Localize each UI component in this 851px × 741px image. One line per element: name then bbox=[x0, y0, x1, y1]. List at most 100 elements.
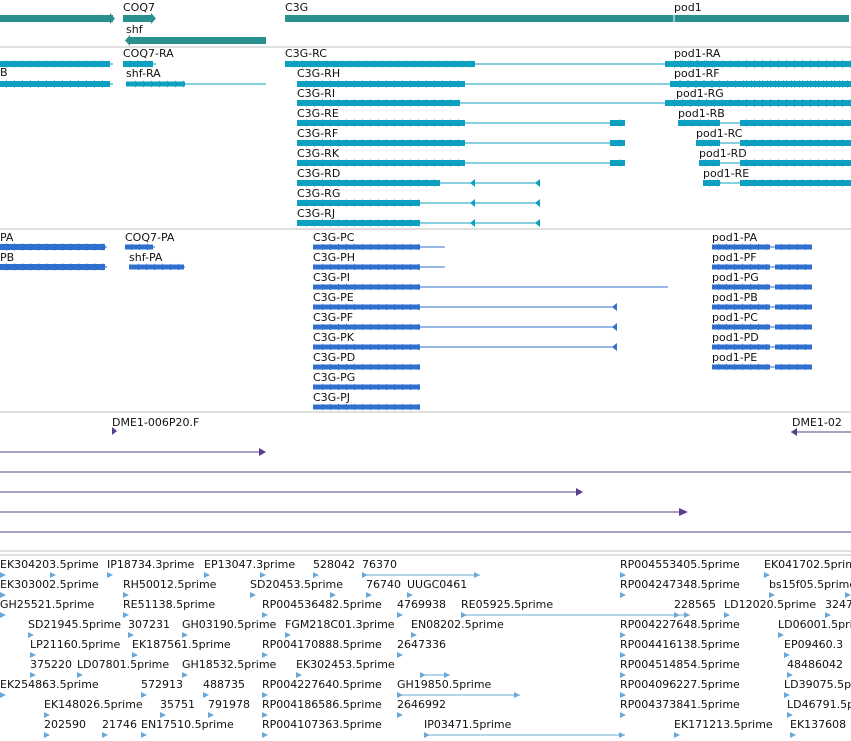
transcript-feature[interactable] bbox=[676, 99, 851, 107]
est-feature[interactable] bbox=[182, 672, 188, 678]
protein-feature[interactable] bbox=[712, 323, 812, 331]
transcript-marker[interactable] bbox=[535, 199, 540, 207]
est-feature[interactable] bbox=[44, 712, 50, 718]
est-feature[interactable] bbox=[620, 632, 626, 638]
transcript-feature[interactable] bbox=[123, 60, 156, 68]
est-feature[interactable] bbox=[0, 692, 6, 698]
est-feature[interactable] bbox=[107, 572, 113, 578]
protein-feature[interactable] bbox=[313, 303, 617, 311]
protein-feature[interactable] bbox=[129, 263, 185, 271]
est-feature[interactable] bbox=[724, 612, 730, 618]
transcript-feature[interactable] bbox=[674, 80, 851, 88]
est-feature[interactable] bbox=[397, 712, 403, 718]
est-feature[interactable] bbox=[50, 572, 56, 578]
transcript-feature[interactable] bbox=[126, 80, 266, 88]
est-feature[interactable] bbox=[141, 732, 147, 738]
protein-feature[interactable] bbox=[0, 243, 107, 251]
transcript-marker[interactable] bbox=[535, 219, 540, 227]
gene-feature[interactable] bbox=[0, 15, 113, 22]
protein-marker[interactable] bbox=[612, 303, 617, 311]
transcript-feature[interactable] bbox=[297, 179, 540, 187]
protein-feature[interactable] bbox=[313, 323, 617, 331]
est-feature[interactable] bbox=[778, 632, 784, 638]
transcript-feature[interactable] bbox=[696, 139, 851, 147]
protein-feature[interactable] bbox=[313, 283, 668, 291]
est-feature[interactable] bbox=[285, 632, 291, 638]
protein-feature[interactable] bbox=[712, 243, 812, 251]
protein-marker[interactable] bbox=[612, 343, 617, 351]
est-feature[interactable] bbox=[30, 652, 36, 658]
est-feature[interactable] bbox=[420, 672, 450, 678]
est-feature[interactable] bbox=[787, 712, 793, 718]
est-feature[interactable] bbox=[260, 572, 266, 578]
est-feature[interactable] bbox=[620, 592, 626, 598]
est-feature[interactable] bbox=[44, 732, 50, 738]
protein-feature[interactable] bbox=[313, 383, 420, 391]
est-feature[interactable] bbox=[764, 572, 770, 578]
est-feature[interactable] bbox=[411, 632, 417, 638]
gene-feature[interactable] bbox=[128, 37, 266, 44]
protein-feature[interactable] bbox=[313, 343, 617, 351]
est-feature[interactable] bbox=[461, 612, 690, 618]
est-feature[interactable] bbox=[784, 652, 790, 658]
protein-feature[interactable] bbox=[712, 303, 812, 311]
est-feature[interactable] bbox=[0, 592, 6, 598]
clone-end-marker[interactable] bbox=[112, 427, 117, 435]
est-feature[interactable] bbox=[674, 732, 680, 738]
est-feature[interactable] bbox=[250, 592, 256, 598]
protein-feature[interactable] bbox=[313, 403, 420, 411]
est-feature[interactable] bbox=[262, 652, 268, 658]
transcript-feature[interactable] bbox=[678, 119, 851, 127]
est-feature[interactable] bbox=[362, 572, 480, 578]
transcript-marker[interactable] bbox=[470, 199, 475, 207]
protein-feature[interactable] bbox=[712, 263, 812, 271]
gene-feature[interactable] bbox=[285, 15, 849, 22]
transcript-feature[interactable] bbox=[0, 60, 113, 68]
est-feature[interactable] bbox=[845, 592, 851, 598]
est-feature[interactable] bbox=[0, 572, 6, 578]
transcript-marker[interactable] bbox=[470, 219, 475, 227]
protein-feature[interactable] bbox=[313, 263, 445, 271]
transcript-feature[interactable] bbox=[297, 139, 625, 147]
est-feature[interactable] bbox=[620, 652, 626, 658]
transcript-marker[interactable] bbox=[470, 179, 475, 187]
est-feature[interactable] bbox=[123, 592, 129, 598]
transcript-feature[interactable] bbox=[674, 60, 851, 68]
est-feature[interactable] bbox=[424, 732, 625, 738]
protein-feature[interactable] bbox=[712, 363, 812, 371]
est-feature[interactable] bbox=[620, 692, 626, 698]
est-feature[interactable] bbox=[397, 692, 520, 698]
est-feature[interactable] bbox=[262, 612, 268, 618]
est-feature[interactable] bbox=[0, 612, 6, 618]
est-feature[interactable] bbox=[204, 572, 210, 578]
est-feature[interactable] bbox=[313, 572, 319, 578]
protein-feature[interactable] bbox=[0, 263, 107, 271]
protein-marker[interactable] bbox=[612, 323, 617, 331]
gene-feature[interactable] bbox=[123, 15, 153, 22]
est-feature[interactable] bbox=[208, 712, 214, 718]
est-feature[interactable] bbox=[128, 632, 134, 638]
est-feature[interactable] bbox=[262, 712, 268, 718]
est-feature[interactable] bbox=[330, 592, 336, 598]
est-feature[interactable] bbox=[366, 592, 372, 598]
est-feature[interactable] bbox=[182, 632, 188, 638]
transcript-feature[interactable] bbox=[0, 80, 113, 88]
transcript-feature[interactable] bbox=[297, 159, 625, 167]
protein-feature[interactable] bbox=[712, 283, 812, 291]
est-feature[interactable] bbox=[160, 712, 166, 718]
est-feature[interactable] bbox=[102, 732, 108, 738]
est-feature[interactable] bbox=[825, 612, 831, 618]
est-feature[interactable] bbox=[407, 592, 413, 598]
est-feature[interactable] bbox=[397, 652, 403, 658]
est-feature[interactable] bbox=[620, 672, 626, 678]
transcript-feature[interactable] bbox=[297, 219, 540, 227]
transcript-marker[interactable] bbox=[535, 179, 540, 187]
protein-feature[interactable] bbox=[712, 343, 812, 351]
est-feature[interactable] bbox=[620, 712, 626, 718]
protein-feature[interactable] bbox=[313, 243, 445, 251]
est-feature[interactable] bbox=[787, 672, 793, 678]
est-feature[interactable] bbox=[790, 732, 796, 738]
est-feature[interactable] bbox=[262, 732, 268, 738]
transcript-feature[interactable] bbox=[703, 179, 851, 187]
